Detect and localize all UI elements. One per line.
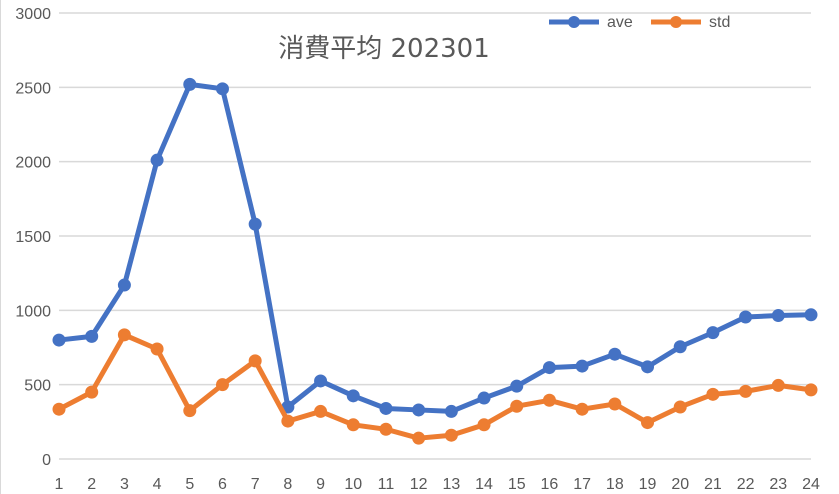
legend-label-ave: ave	[607, 14, 633, 31]
data-point	[314, 374, 328, 388]
series-ave	[52, 77, 818, 418]
x-tick-label: 20	[671, 476, 689, 493]
x-tick-label: 23	[769, 476, 787, 493]
data-point	[608, 347, 622, 361]
x-tick-label: 2	[87, 476, 96, 493]
series-line	[56, 332, 814, 441]
x-tick-label: 13	[442, 476, 460, 493]
data-point	[248, 354, 262, 368]
data-point	[542, 361, 556, 375]
x-tick-label: 7	[251, 476, 260, 493]
x-axis-ticks: 1 2 3 4 5 6 7 8 9 10 11 12 13 14 15 16 17 18 19 20 21 22 23 24	[55, 476, 820, 493]
x-tick-label: 15	[508, 476, 526, 493]
x-tick-label: 10	[344, 476, 362, 493]
data-point	[542, 393, 556, 407]
y-tick-label: 1000	[15, 303, 51, 320]
legend-label-std: std	[709, 14, 730, 31]
data-point	[85, 329, 99, 343]
y-axis-ticks: 0 500 1000 1500 2000 2500 3000	[15, 6, 51, 469]
data-point	[804, 383, 818, 397]
legend-item-ave: ave	[549, 14, 633, 31]
x-tick-label: 16	[541, 476, 559, 493]
data-point	[412, 403, 426, 417]
data-point	[346, 418, 360, 432]
data-point	[673, 340, 687, 354]
x-tick-label: 6	[218, 476, 227, 493]
data-point	[379, 422, 393, 436]
data-point	[771, 309, 785, 323]
legend-item-std: std	[651, 14, 730, 31]
data-point	[510, 379, 524, 393]
y-tick-label: 2500	[15, 80, 51, 97]
data-point	[477, 418, 491, 432]
x-tick-label: 11	[378, 476, 395, 493]
data-point	[575, 359, 589, 373]
x-tick-label: 21	[704, 476, 722, 493]
x-tick-label: 24	[802, 476, 820, 493]
legend-marker-std-icon	[670, 16, 682, 28]
data-point	[52, 402, 66, 416]
x-tick-label: 19	[639, 476, 657, 493]
data-point	[608, 397, 622, 411]
data-point	[117, 278, 131, 292]
series-std	[52, 328, 818, 445]
x-tick-label: 18	[606, 476, 624, 493]
x-tick-label: 17	[573, 476, 591, 493]
y-tick-label: 2000	[15, 155, 51, 172]
data-point	[281, 414, 295, 428]
data-point	[641, 360, 655, 374]
x-tick-label: 5	[185, 476, 194, 493]
x-tick-label: 4	[153, 476, 162, 493]
data-point	[150, 342, 164, 356]
data-point	[52, 333, 66, 347]
data-point	[444, 428, 458, 442]
x-tick-label: 1	[55, 476, 64, 493]
data-point	[314, 404, 328, 418]
data-point	[444, 404, 458, 418]
data-point	[117, 328, 131, 342]
y-tick-label: 0	[42, 452, 51, 469]
y-tick-label: 3000	[15, 6, 51, 23]
gridlines	[59, 12, 811, 460]
data-point	[641, 416, 655, 430]
chart-title: 消費平均 202301	[278, 34, 490, 64]
series-layer	[52, 77, 818, 445]
data-point	[85, 385, 99, 399]
data-point	[575, 402, 589, 416]
x-tick-label: 9	[316, 476, 325, 493]
data-point	[739, 310, 753, 324]
data-point	[771, 378, 785, 392]
data-point	[510, 399, 524, 413]
data-point	[248, 217, 262, 231]
x-tick-label: 22	[737, 476, 755, 493]
data-point	[706, 326, 720, 340]
data-point	[150, 153, 164, 167]
data-point	[804, 308, 818, 322]
data-point	[183, 77, 197, 91]
data-point	[477, 391, 491, 405]
data-point	[412, 431, 426, 445]
data-point	[346, 389, 360, 403]
y-tick-label: 1500	[15, 229, 51, 246]
x-tick-label: 12	[410, 476, 428, 493]
x-tick-label: 8	[283, 476, 292, 493]
data-point	[706, 387, 720, 401]
legend: ave std	[549, 14, 730, 31]
series-line	[56, 81, 814, 414]
y-tick-label: 500	[24, 378, 51, 395]
data-point	[215, 82, 229, 96]
data-point	[673, 400, 687, 414]
legend-marker-ave-icon	[568, 16, 580, 28]
data-point	[739, 384, 753, 398]
data-point	[183, 404, 197, 418]
data-point	[379, 401, 393, 415]
x-tick-label: 3	[120, 476, 129, 493]
data-point	[215, 378, 229, 392]
x-tick-label: 14	[475, 476, 493, 493]
